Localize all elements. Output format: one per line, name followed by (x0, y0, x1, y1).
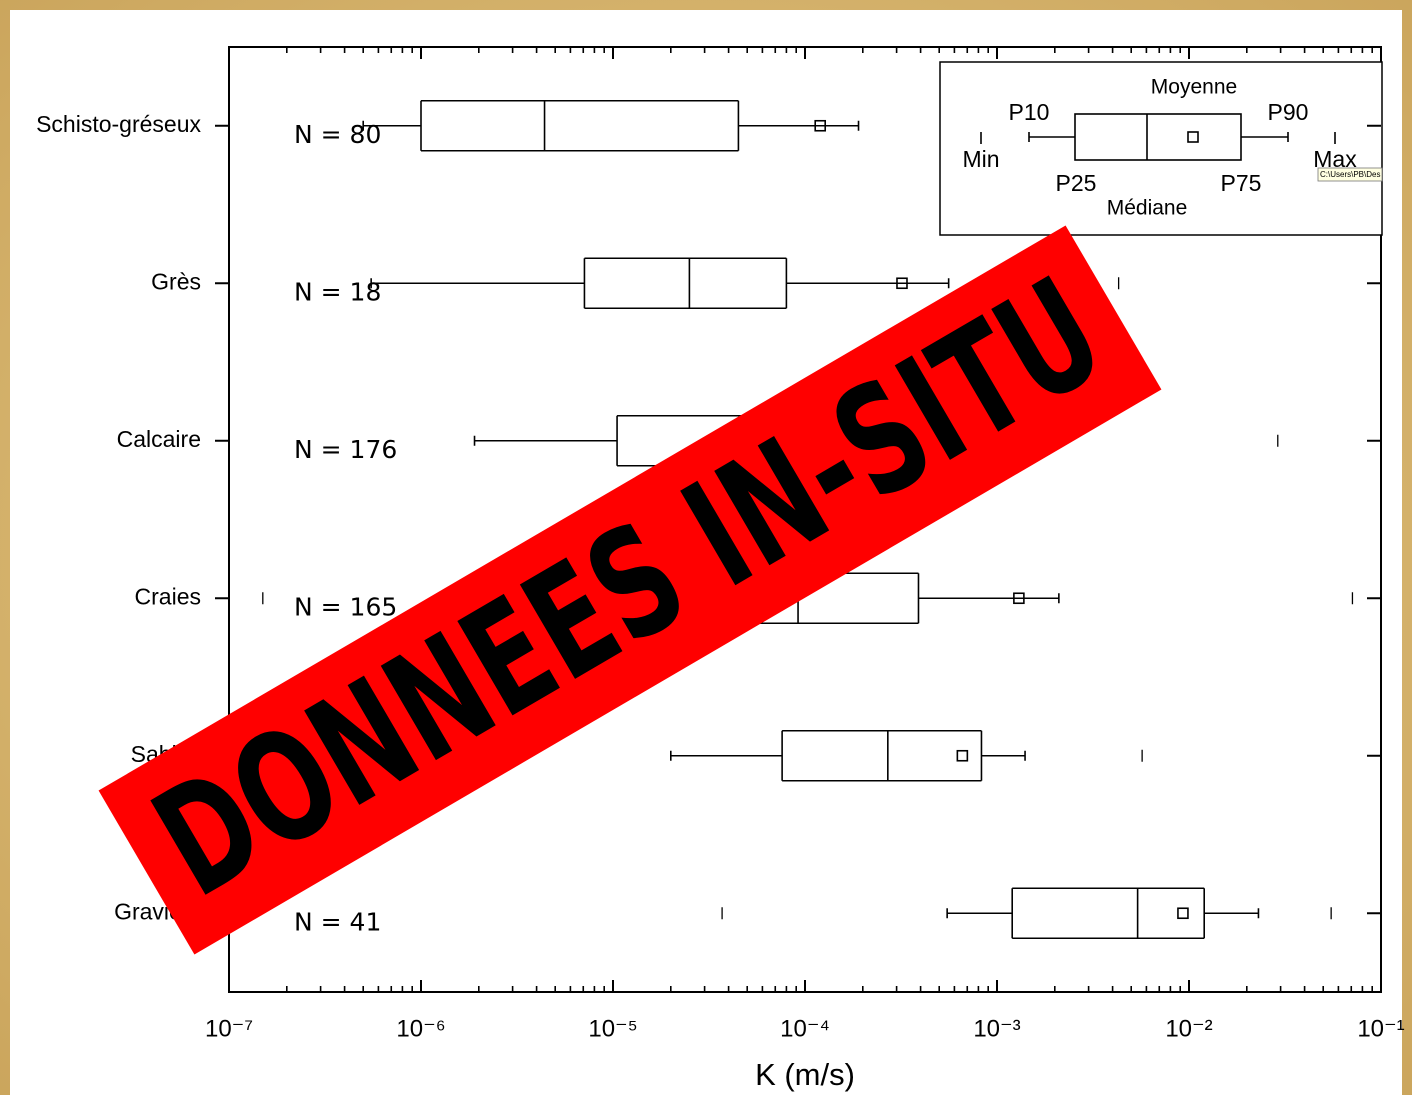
mean (956, 749, 969, 762)
mean (814, 119, 827, 132)
n-label: N = 41 (294, 907, 381, 936)
legend-label: P10 (1009, 99, 1050, 125)
y-tick-label: Calcaire (117, 426, 201, 452)
x-tick-label: 10⁻³ (973, 1015, 1020, 1042)
n-label: N = 80 (294, 120, 381, 149)
x-tick-label: 10⁻⁷ (205, 1015, 253, 1042)
n-label: N = 176 (294, 435, 397, 464)
legend: Moyenne P10 P90 Min Max P25 P75 Médiane … (939, 61, 1383, 236)
tooltip: C:\Users\PB\Des (1320, 170, 1380, 179)
n-label: N = 165 (294, 592, 397, 621)
mean (1013, 592, 1025, 605)
legend-mean (1187, 131, 1199, 143)
mean (896, 277, 908, 290)
legend-box (1074, 113, 1242, 161)
tooltip-box (1317, 167, 1383, 182)
y-tick-label: Craies (135, 583, 201, 609)
legend-label: Médiane (1107, 197, 1188, 220)
banner-background (98, 225, 1162, 955)
x-tick-label: 10⁻¹ (1357, 1015, 1404, 1042)
legend-label: P25 (1056, 170, 1097, 196)
legend-label: Min (962, 146, 999, 172)
y-tick-label: Grès (151, 268, 201, 294)
x-tick-label: 10⁻⁶ (396, 1015, 445, 1042)
x-tick-label: 10⁻⁴ (780, 1015, 830, 1042)
legend-label: P75 (1221, 170, 1262, 196)
legend-frame (939, 61, 1383, 236)
x-tick-label: 10⁻⁵ (588, 1015, 637, 1042)
mean (1177, 907, 1189, 920)
legend-label: Moyenne (1151, 76, 1237, 99)
x-axis-label: K (m/s) (755, 1057, 855, 1092)
legend-label: P90 (1268, 99, 1309, 125)
x-tick-label: 10⁻² (1165, 1015, 1212, 1042)
n-label: N = 18 (294, 277, 381, 306)
y-tick-label: Schisto-gréseux (36, 111, 201, 137)
